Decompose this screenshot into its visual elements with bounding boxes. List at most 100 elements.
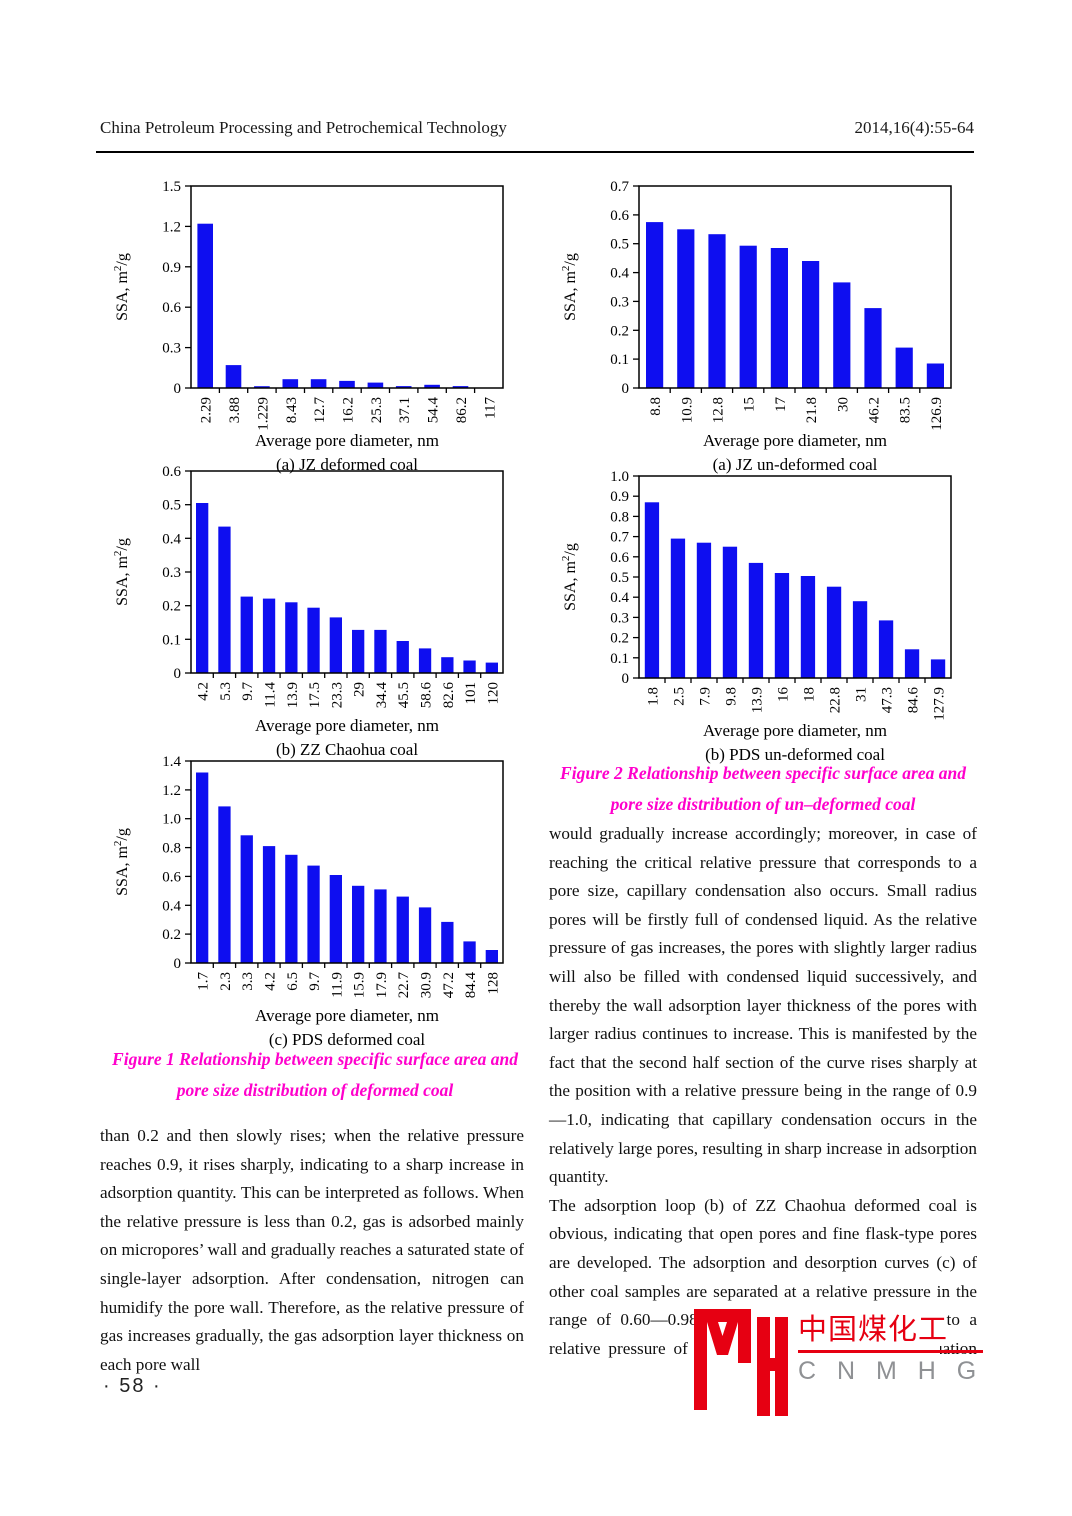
svg-text:34.4: 34.4 (374, 682, 390, 709)
svg-text:(a) JZ un-deformed coal: (a) JZ un-deformed coal (713, 455, 878, 474)
svg-text:0.3: 0.3 (610, 294, 629, 310)
svg-text:Average pore diameter, nm: Average pore diameter, nm (703, 721, 887, 740)
svg-text:22.8: 22.8 (828, 687, 844, 713)
figure2-caption-line1: Figure 2 Relationship between specific s… (560, 763, 966, 783)
svg-text:0.1: 0.1 (610, 651, 629, 667)
svg-text:17.5: 17.5 (307, 682, 323, 708)
svg-text:9.7: 9.7 (240, 682, 256, 701)
svg-text:0.9: 0.9 (610, 489, 629, 505)
chart-pds-deformed-coal: 0 0.2 0.4 0.6 0.8 1.0 1.2 1.4 1.7 2.3 3.3 4.2 6.5 9.7… (103, 751, 529, 1056)
svg-text:(b) PDS un-deformed coal: (b) PDS un-deformed coal (705, 745, 885, 764)
svg-text:1.0: 1.0 (162, 812, 181, 828)
svg-text:5.3: 5.3 (218, 682, 234, 701)
svg-text:(b) ZZ Chaohua coal: (b) ZZ Chaohua coal (276, 740, 418, 759)
svg-text:1.0: 1.0 (610, 469, 629, 485)
svg-text:0: 0 (622, 381, 630, 397)
svg-text:37.1: 37.1 (397, 397, 413, 423)
svg-text:0.9: 0.9 (162, 260, 181, 276)
svg-text:11.9: 11.9 (329, 972, 345, 998)
svg-text:Average pore diameter, nm: Average pore diameter, nm (255, 716, 439, 735)
svg-text:18: 18 (802, 687, 818, 702)
svg-text:0.2: 0.2 (162, 599, 181, 615)
left-column-paragraph: than 0.2 and then slowly rises; when the… (100, 1126, 524, 1374)
svg-text:84.4: 84.4 (463, 972, 479, 999)
svg-text:SSA, m2/g: SSA, m2/g (560, 253, 579, 321)
logo-latin-text: C N M H G (798, 1357, 984, 1385)
svg-text:23.3: 23.3 (329, 682, 345, 708)
svg-text:17: 17 (773, 397, 789, 413)
svg-text:7.9: 7.9 (698, 687, 714, 706)
svg-text:0.8: 0.8 (610, 509, 629, 525)
svg-text:8.8: 8.8 (648, 397, 664, 416)
journal-issue: 2014,16(4):55-64 (854, 118, 974, 137)
svg-text:0: 0 (174, 381, 182, 397)
body-text-right-column: would gradually increase accordingly; mo… (549, 820, 977, 1392)
svg-text:1.8: 1.8 (646, 687, 662, 706)
svg-text:0.1: 0.1 (162, 632, 181, 648)
svg-text:1.2: 1.2 (162, 219, 181, 235)
svg-text:0.6: 0.6 (162, 300, 181, 316)
svg-text:0.1: 0.1 (610, 352, 629, 368)
svg-text:0.2: 0.2 (162, 927, 181, 943)
svg-text:8.43: 8.43 (284, 397, 300, 423)
svg-text:58.6: 58.6 (419, 682, 435, 709)
svg-text:4.2: 4.2 (263, 972, 279, 991)
svg-text:83.5: 83.5 (898, 397, 914, 423)
svg-text:0.4: 0.4 (610, 266, 629, 282)
svg-text:9.7: 9.7 (307, 972, 323, 991)
svg-text:1.5: 1.5 (162, 179, 181, 195)
svg-text:0.6: 0.6 (162, 869, 181, 885)
figure1-caption-line1: Figure 1 Relationship between specific s… (112, 1049, 518, 1069)
svg-text:11.4: 11.4 (263, 682, 279, 708)
svg-text:2.29: 2.29 (199, 397, 215, 423)
page-header: China Petroleum Processing and Petrochem… (100, 118, 974, 138)
right-column-paragraph-1: would gradually increase accordingly; mo… (549, 824, 977, 1187)
svg-text:0.8: 0.8 (162, 841, 181, 857)
svg-text:3.88: 3.88 (227, 397, 243, 423)
logo-text-block: 中国煤化工 C N M H G (798, 1303, 984, 1386)
svg-text:2.3: 2.3 (218, 972, 234, 991)
svg-text:15: 15 (742, 397, 758, 412)
svg-text:9.8: 9.8 (724, 687, 740, 706)
svg-text:0.3: 0.3 (162, 341, 181, 357)
svg-text:25.3: 25.3 (369, 397, 385, 423)
svg-text:0: 0 (622, 671, 630, 687)
svg-text:SSA, m2/g: SSA, m2/g (112, 253, 131, 321)
chart-pds-undeformed-coal: 0 0.1 0.2 0.3 0.4 0.5 0.6 0.7 0.8 0.9 1.0 1.8 2.5 7.9… (551, 466, 977, 771)
svg-text:12.8: 12.8 (711, 397, 727, 423)
svg-text:SSA, m2/g: SSA, m2/g (560, 543, 579, 611)
logo-watermark: 中国煤化工 C N M H G (694, 1303, 984, 1423)
journal-title: China Petroleum Processing and Petrochem… (100, 118, 507, 137)
svg-text:SSA, m2/g: SSA, m2/g (112, 538, 131, 606)
svg-text:46.2: 46.2 (867, 397, 883, 423)
header-rule (96, 151, 974, 153)
svg-text:13.9: 13.9 (285, 682, 301, 708)
svg-text:31: 31 (854, 687, 870, 702)
svg-text:Average pore diameter, nm: Average pore diameter, nm (255, 1006, 439, 1025)
svg-text:0.6: 0.6 (610, 550, 629, 566)
svg-text:0.5: 0.5 (610, 237, 629, 253)
svg-text:127.9: 127.9 (932, 687, 948, 721)
svg-text:0.7: 0.7 (610, 179, 629, 195)
svg-text:30.9: 30.9 (419, 972, 435, 998)
svg-text:13.9: 13.9 (750, 687, 766, 713)
svg-text:101: 101 (463, 682, 479, 705)
svg-text:0.2: 0.2 (610, 323, 629, 339)
svg-text:54.4: 54.4 (426, 397, 442, 424)
figure1-caption-line2: pore size distribution of deformed coal (176, 1080, 454, 1100)
svg-text:0.3: 0.3 (610, 610, 629, 626)
svg-text:0.6: 0.6 (162, 464, 181, 480)
svg-text:82.6: 82.6 (441, 682, 457, 709)
svg-text:3.3: 3.3 (240, 972, 256, 991)
svg-text:0.4: 0.4 (610, 590, 629, 606)
svg-text:17.9: 17.9 (374, 972, 390, 998)
svg-text:0.5: 0.5 (162, 498, 181, 514)
svg-text:0: 0 (174, 666, 182, 682)
svg-text:126.9: 126.9 (929, 397, 945, 431)
logo-chinese-text: 中国煤化工 (798, 1313, 984, 1353)
svg-text:117: 117 (482, 397, 498, 419)
svg-text:1.4: 1.4 (162, 754, 181, 770)
svg-text:0.4: 0.4 (162, 531, 181, 547)
svg-text:Average pore diameter, nm: Average pore diameter, nm (703, 431, 887, 450)
